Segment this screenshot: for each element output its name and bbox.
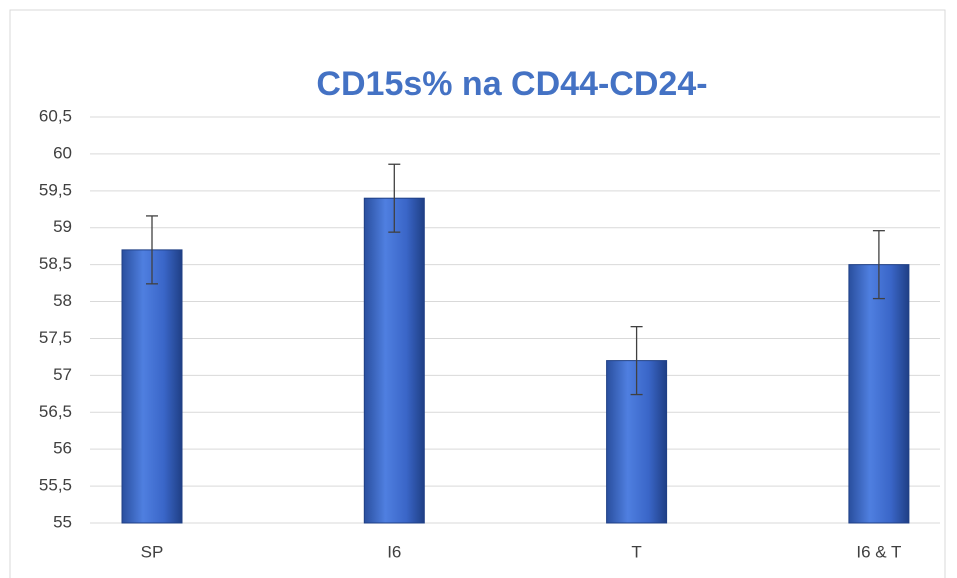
y-tick-label: 57,5 <box>39 328 72 347</box>
x-tick-label: I6 <box>387 542 401 561</box>
y-tick-label: 58 <box>53 291 72 310</box>
y-tick-label: 58,5 <box>39 254 72 273</box>
y-tick-label: 56 <box>53 439 72 458</box>
y-tick-label: 55,5 <box>39 476 72 495</box>
bar <box>121 249 183 524</box>
y-tick-label: 59 <box>53 217 72 236</box>
y-tick-label: 57 <box>53 365 72 384</box>
y-tick-label: 56,5 <box>39 402 72 421</box>
chart-title: CD15s% na CD44-CD24- <box>316 65 707 103</box>
x-tick-label: T <box>631 542 641 561</box>
x-tick-label: SP <box>141 542 164 561</box>
y-tick-label: 59,5 <box>39 180 72 199</box>
bar <box>848 264 910 524</box>
bar <box>363 197 425 524</box>
y-tick-label: 60,5 <box>39 106 72 125</box>
chart-frame <box>9 9 946 578</box>
y-tick-label: 60 <box>53 143 72 162</box>
y-tick-label: 55 <box>53 512 72 531</box>
x-tick-label: I6 & T <box>856 542 901 561</box>
